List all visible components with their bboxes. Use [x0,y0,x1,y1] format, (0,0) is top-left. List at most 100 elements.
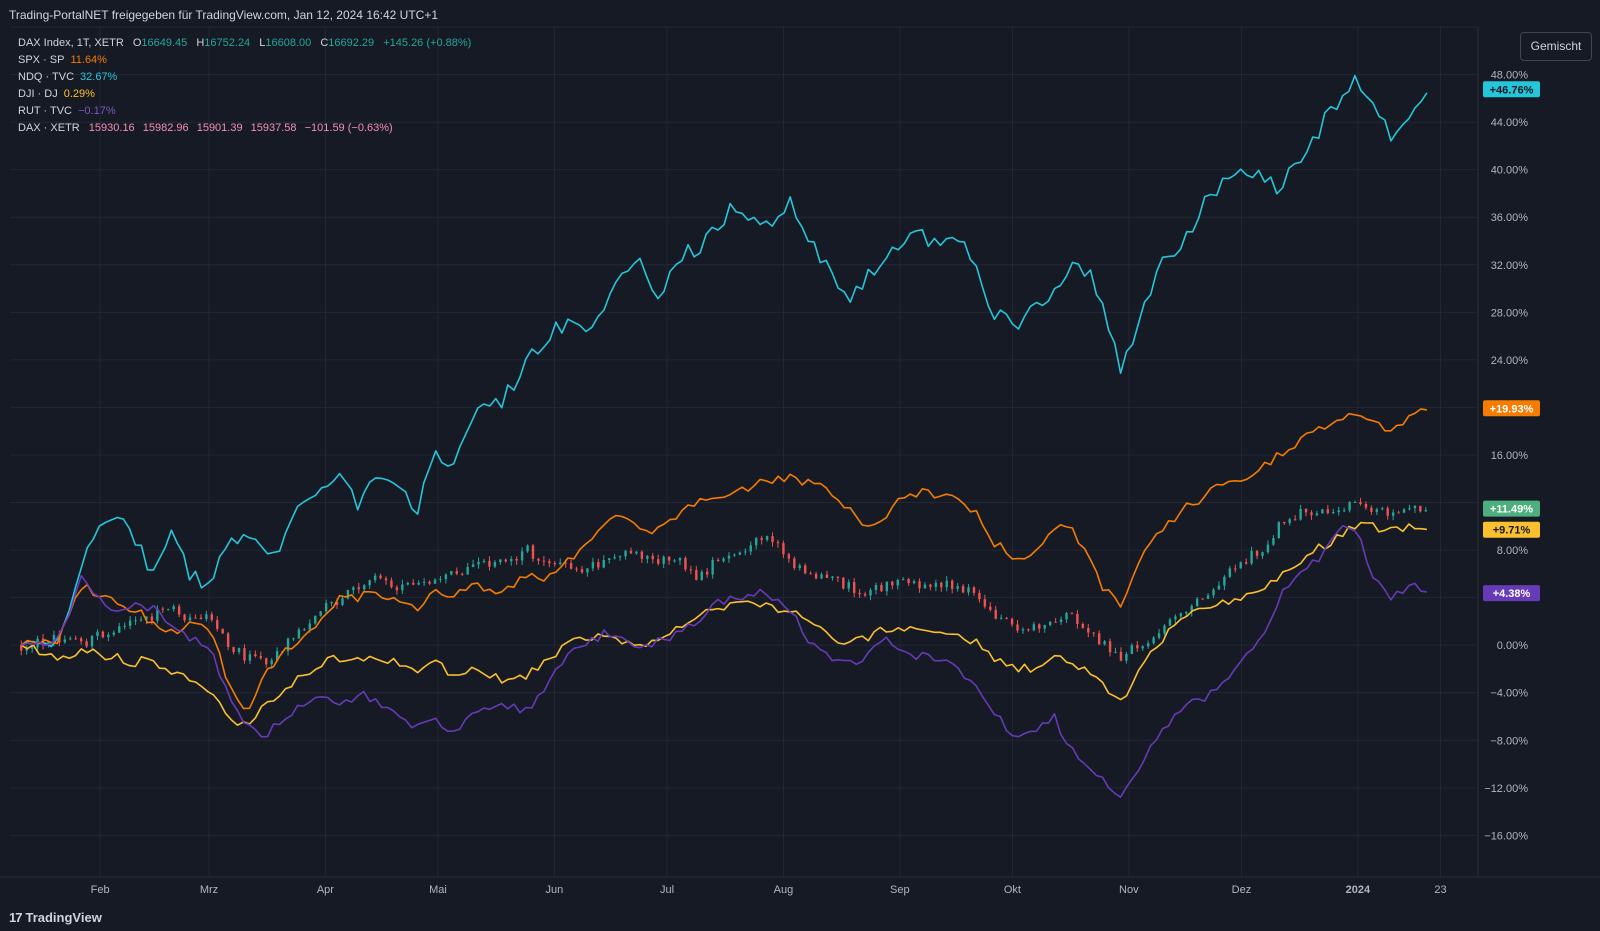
x-tick-label: Dez [1232,884,1252,896]
candle-body [1364,504,1368,508]
candle-body [983,599,987,607]
candle-body [1304,508,1308,513]
candle-body [1348,501,1351,511]
top-bar: Trading-PortalNET freigegeben für Tradin… [0,0,1600,27]
candle-body [90,635,94,647]
candle-body [1201,598,1204,600]
candle-body [330,601,333,604]
candle-body [216,619,219,629]
legend-label: SPX · SP [18,54,65,66]
candle-body [183,614,186,621]
candle-body [1087,628,1090,633]
candle-body [390,580,393,588]
tradingview-brand-label: TradingView [25,910,102,925]
candle-body [1299,508,1302,520]
candle-body [1016,624,1019,631]
legend-row-spx[interactable]: SPX · SP 11.64% [18,52,471,69]
price-badge-label: +46.76% [1490,84,1534,96]
candle-body [1250,550,1253,564]
legend-dax-close: 15937.58 [250,122,297,134]
candle-body [934,582,938,587]
candle-body [863,594,867,596]
candle-body [352,587,355,590]
candle-body [368,580,371,586]
candle-body [1386,508,1389,516]
tradingview-logo-icon: 17 [9,910,23,925]
x-tick-label: 2024 [1346,884,1371,896]
legend-row-dax[interactable]: DAX · XETR 15930.16 15982.96 15901.39 15… [18,120,471,137]
candle-body [406,582,409,585]
candle-body [1021,629,1025,631]
candle-body [1081,624,1085,629]
candle-body [226,633,230,647]
candle-body [199,617,203,620]
legend-o-label: O [132,37,142,49]
scale-mode-button[interactable]: Gemischt [1520,32,1592,61]
candle-body [749,545,752,552]
candle-body [167,609,170,611]
candle-body [1179,613,1183,617]
x-tick-label: Sep [890,884,910,896]
y-tick-label: 28.00% [1491,307,1529,319]
candle-body [1065,613,1068,620]
legend-row-ndq[interactable]: NDQ · TVC 32.67% [18,69,471,86]
price-badge: +19.93% [1483,400,1540,417]
candle-body [912,581,916,584]
candle-body [858,592,861,595]
x-tick-label: Jul [660,884,674,896]
legend-row-dji[interactable]: DJI · DJ 0.29% [18,86,471,103]
candle-body [270,660,273,665]
candle-body [1136,645,1139,649]
candle-body [825,574,829,579]
candle-body [482,560,486,562]
y-tick-label: 16.00% [1491,450,1529,462]
candle-body [74,638,77,640]
candle-body [923,584,927,589]
x-tick-label: Feb [91,884,110,896]
candle-body [341,598,344,605]
candle-body [477,561,480,565]
candle-body [640,551,644,559]
y-tick-label: −4.00% [1490,688,1528,700]
candle-body [314,615,317,624]
candle-body [275,651,279,661]
candle-body [210,614,214,620]
candle-body [1375,509,1379,512]
candle-body [755,538,758,546]
candle-body [689,569,693,571]
candle-body [79,638,83,642]
candle-body [575,568,578,570]
legend-value: −0.17% [78,105,116,117]
candle-body [836,576,840,578]
candle-body [1402,509,1406,513]
legend-main[interactable]: DAX Index, 1T, XETR O16649.45 H16752.24 … [18,35,471,52]
candle-body [1293,519,1297,521]
tradingview-brand[interactable]: 17 TradingView [9,910,102,925]
candle-body [1234,568,1237,570]
candle-body [254,654,257,657]
legend-row-rut[interactable]: RUT · TVC −0.17% [18,103,471,120]
candle-body [69,638,72,640]
candle-body [842,577,845,589]
candle-body [945,580,948,588]
candle-body [346,589,350,599]
candle-body [461,573,464,575]
candle-body [1190,606,1193,612]
legend-l-label: L [259,37,266,49]
x-axis[interactable]: Feb Mrz Apr Mai Jun Jul Aug Sep Okt Nov Dez 2024 23 [91,884,1447,896]
candle-body [1185,611,1188,614]
candle-body [205,614,208,620]
candle-body [597,562,600,568]
candle-body [1054,621,1057,623]
candle-body [515,559,518,561]
candle-body [738,552,742,555]
candle-body [559,562,562,565]
y-axis[interactable]: 48.00% 44.00% 40.00% 36.00% 32.00% 28.00% 24.0… [1484,70,1528,843]
candle-body [1397,512,1400,514]
candle-body [1321,509,1324,514]
candle-body [1337,510,1340,513]
candle-body [1048,621,1052,626]
candle-body [1370,507,1373,512]
x-tick-label: 23 [1434,884,1446,896]
